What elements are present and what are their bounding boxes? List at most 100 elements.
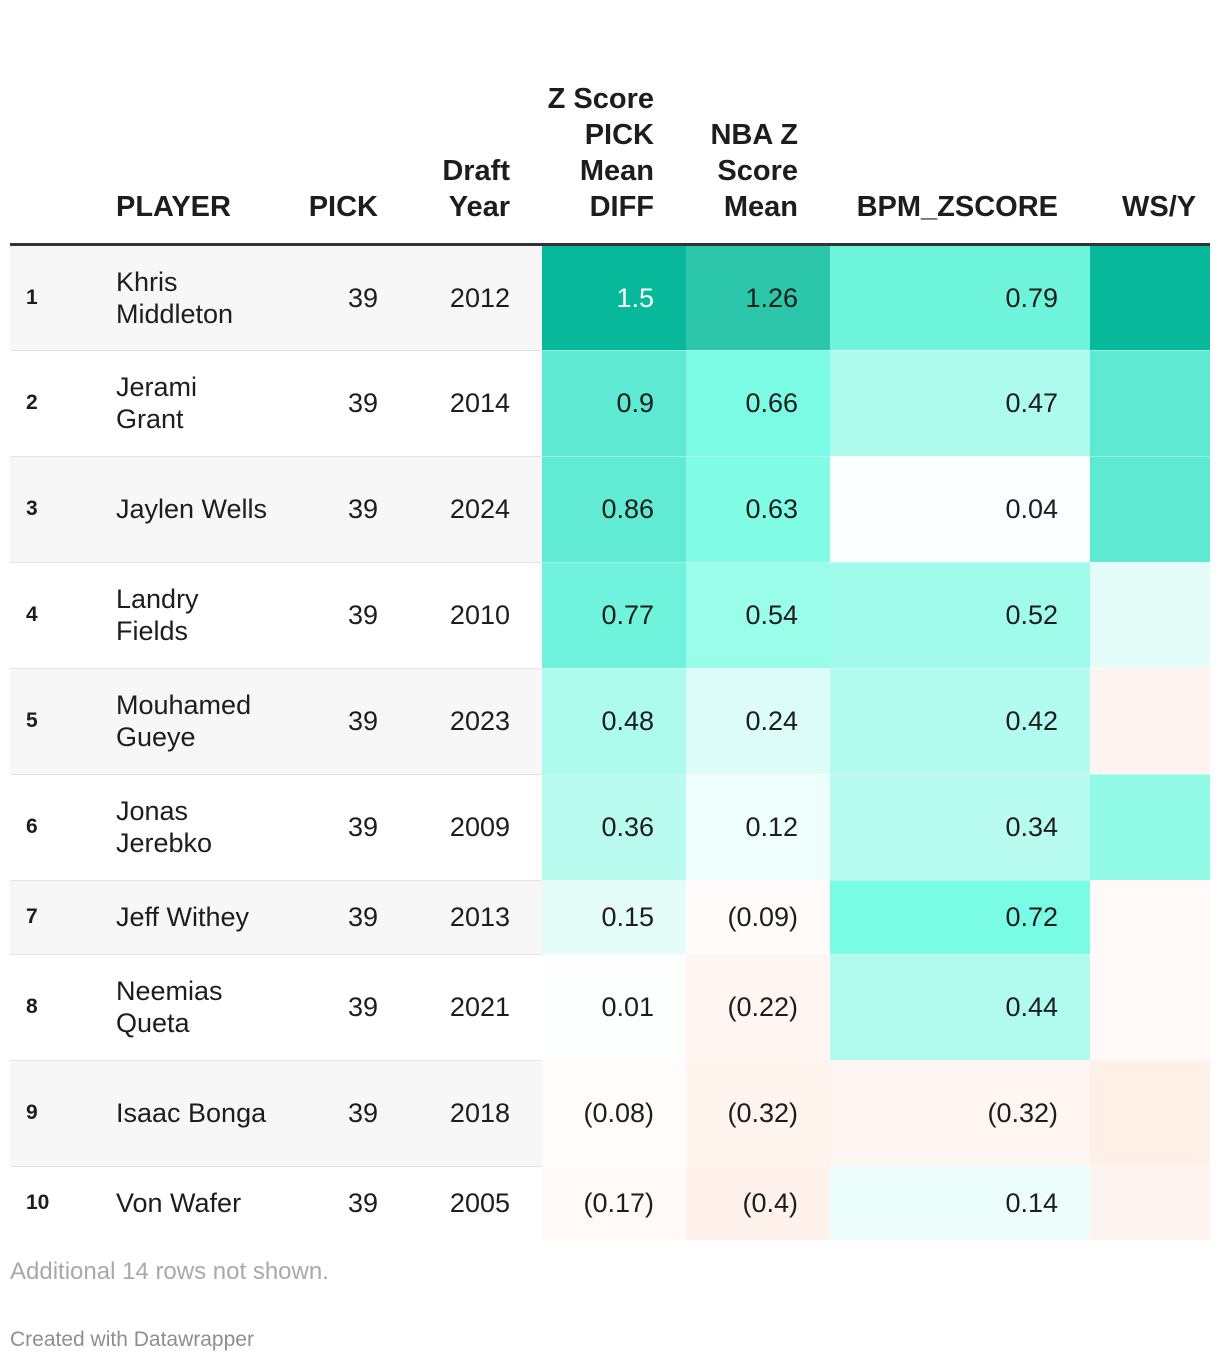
- rows-not-shown-note: Additional 14 rows not shown.: [10, 1258, 329, 1285]
- header-ws-y[interactable]: WS/Y: [1090, 0, 1210, 246]
- draft-year-cell: 2024: [410, 456, 542, 563]
- nba-z-score-cell: 0.12: [686, 774, 830, 881]
- player-name: Khris Middleton: [116, 266, 234, 329]
- bpm-zscore-cell: 0.44: [830, 954, 1090, 1061]
- ws-y-cell: [1090, 954, 1210, 1061]
- rank-cell: 2: [10, 350, 100, 457]
- rank-cell: 1: [10, 244, 100, 351]
- pick-cell: 39: [280, 954, 410, 1061]
- rank-cell: 3: [10, 456, 100, 563]
- ws-y-cell: [1090, 668, 1210, 775]
- pick-cell: 39: [280, 880, 410, 955]
- player-name: Isaac Bonga: [116, 1098, 267, 1128]
- draft-year-cell: 2010: [410, 562, 542, 669]
- player-name: Jaylen Wells: [116, 494, 268, 524]
- header-pick[interactable]: PICK: [280, 0, 410, 246]
- header-draft-year[interactable]: Draft Year: [410, 0, 542, 246]
- nba-z-score-cell: (0.32): [686, 1060, 830, 1167]
- player-cell: Mouhamed Gueye: [100, 668, 280, 775]
- rank-cell: 7: [10, 880, 100, 955]
- rank-cell: 5: [10, 668, 100, 775]
- z-score-diff-cell: (0.08): [542, 1060, 686, 1167]
- ws-y-cell: [1090, 1166, 1210, 1240]
- z-score-diff-cell: 0.36: [542, 774, 686, 881]
- player-cell: Jeff Withey: [100, 880, 280, 955]
- rank-cell: 10: [10, 1166, 100, 1240]
- player-name: Landry Fields: [116, 584, 199, 646]
- player-cell: Jonas Jerebko: [100, 774, 280, 881]
- bpm-zscore-cell: 0.34: [830, 774, 1090, 881]
- rank-cell: 6: [10, 774, 100, 881]
- player-cell: Landry Fields: [100, 562, 280, 669]
- nba-z-score-cell: (0.09): [686, 880, 830, 955]
- table-row: 7 Jeff Withey 39 2013 0.15 (0.09) 0.72: [10, 880, 1210, 955]
- z-score-diff-cell: 0.48: [542, 668, 686, 775]
- draft-year-cell: 2009: [410, 774, 542, 881]
- table-row: 6 Jonas Jerebko 39 2009 0.36 0.12 0.34: [10, 774, 1210, 881]
- player-cell: Jerami Grant: [100, 350, 280, 457]
- draft-year-cell: 2013: [410, 880, 542, 955]
- bpm-zscore-cell: 0.72: [830, 880, 1090, 955]
- z-score-diff-cell: 0.9: [542, 350, 686, 457]
- pick-cell: 39: [280, 1060, 410, 1167]
- table-row: 8 Neemias Queta 39 2021 0.01 (0.22) 0.44: [10, 954, 1210, 1061]
- player-name: Jonas Jerebko: [116, 796, 213, 858]
- ws-y-cell: [1090, 244, 1210, 351]
- z-score-diff-cell: 0.15: [542, 880, 686, 955]
- bpm-zscore-cell: 0.47: [830, 350, 1090, 457]
- draft-year-cell: 2021: [410, 954, 542, 1061]
- pick-cell: 39: [280, 562, 410, 669]
- header-rank[interactable]: [10, 0, 100, 246]
- header-nba-z-score-mean[interactable]: NBA Z Score Mean: [686, 0, 830, 246]
- ws-y-cell: [1090, 774, 1210, 881]
- pick-cell: 39: [280, 456, 410, 563]
- pick-cell: 39: [280, 244, 410, 351]
- header-bpm-zscore[interactable]: BPM_ZSCORE: [830, 0, 1090, 246]
- pick-cell: 39: [280, 350, 410, 457]
- bpm-zscore-cell: 0.42: [830, 668, 1090, 775]
- header-z-score-pick-mean-diff[interactable]: Z Score PICK Mean DIFF: [542, 0, 686, 246]
- draft-year-cell: 2023: [410, 668, 542, 775]
- table-row: 4 Landry Fields 39 2010 0.77 0.54 0.52: [10, 562, 1210, 669]
- draft-year-cell: 2018: [410, 1060, 542, 1167]
- ws-y-cell: [1090, 880, 1210, 955]
- draft-table: PLAYER PICK Draft Year Z Score PICK Mean…: [10, 0, 1210, 1240]
- player-cell: Jaylen Wells: [100, 456, 280, 563]
- table-row: 1 Khris Middleton 39 2012 1.5 1.26 0.79: [10, 244, 1210, 351]
- draft-year-cell: 2012: [410, 244, 542, 351]
- player-cell: Von Wafer: [100, 1166, 280, 1240]
- bpm-zscore-cell: 0.79: [830, 244, 1090, 351]
- player-name: Von Wafer: [116, 1188, 242, 1219]
- datawrapper-credit: Created with Datawrapper: [10, 1328, 254, 1351]
- bpm-zscore-cell: 0.04: [830, 456, 1090, 563]
- draft-year-cell: 2005: [410, 1166, 542, 1240]
- ws-y-cell: [1090, 1060, 1210, 1167]
- z-score-diff-cell: 0.77: [542, 562, 686, 669]
- bpm-zscore-cell: (0.32): [830, 1060, 1090, 1167]
- pick-cell: 39: [280, 774, 410, 881]
- player-name: Jerami Grant: [116, 372, 198, 434]
- rank-cell: 8: [10, 954, 100, 1061]
- table-row: 10 Von Wafer 39 2005 (0.17) (0.4) 0.14: [10, 1166, 1210, 1240]
- table-row: 3 Jaylen Wells 39 2024 0.86 0.63 0.04: [10, 456, 1210, 563]
- nba-z-score-cell: 0.24: [686, 668, 830, 775]
- z-score-diff-cell: (0.17): [542, 1166, 686, 1240]
- nba-z-score-cell: (0.4): [686, 1166, 830, 1240]
- player-name: Jeff Withey: [116, 902, 250, 932]
- z-score-diff-cell: 1.5: [542, 244, 686, 351]
- bpm-zscore-cell: 0.52: [830, 562, 1090, 669]
- table-row: 5 Mouhamed Gueye 39 2023 0.48 0.24 0.42: [10, 668, 1210, 775]
- nba-z-score-cell: 0.54: [686, 562, 830, 669]
- player-cell: Neemias Queta: [100, 954, 280, 1061]
- draft-year-cell: 2014: [410, 350, 542, 457]
- pick-cell: 39: [280, 1166, 410, 1240]
- ws-y-cell: [1090, 562, 1210, 669]
- table-row: 2 Jerami Grant 39 2014 0.9 0.66 0.47: [10, 350, 1210, 457]
- ws-y-cell: [1090, 456, 1210, 563]
- z-score-diff-cell: 0.86: [542, 456, 686, 563]
- table-header-row: PLAYER PICK Draft Year Z Score PICK Mean…: [10, 0, 1210, 246]
- table-row: 9 Isaac Bonga 39 2018 (0.08) (0.32) (0.32): [10, 1060, 1210, 1167]
- player-cell: Isaac Bonga: [100, 1060, 280, 1167]
- nba-z-score-cell: (0.22): [686, 954, 830, 1061]
- header-player[interactable]: PLAYER: [100, 0, 280, 246]
